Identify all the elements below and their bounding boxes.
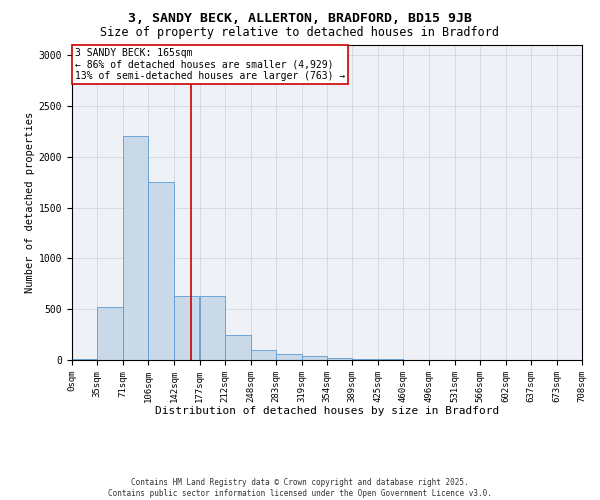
Text: Contains HM Land Registry data © Crown copyright and database right 2025.
Contai: Contains HM Land Registry data © Crown c… xyxy=(108,478,492,498)
Bar xyxy=(72,359,97,360)
Bar xyxy=(302,356,327,360)
Text: Size of property relative to detached houses in Bradford: Size of property relative to detached ho… xyxy=(101,26,499,39)
Bar xyxy=(123,136,148,360)
Bar xyxy=(327,358,352,360)
Text: 3 SANDY BECK: 165sqm
← 86% of detached houses are smaller (4,929)
13% of semi-de: 3 SANDY BECK: 165sqm ← 86% of detached h… xyxy=(74,48,345,82)
Y-axis label: Number of detached properties: Number of detached properties xyxy=(25,112,35,293)
Bar xyxy=(251,350,276,360)
Bar xyxy=(148,182,174,360)
Bar xyxy=(276,354,302,360)
X-axis label: Distribution of detached houses by size in Bradford: Distribution of detached houses by size … xyxy=(155,406,499,416)
Bar xyxy=(199,296,225,360)
Bar xyxy=(174,296,199,360)
Bar xyxy=(352,359,378,360)
Bar xyxy=(225,334,251,360)
Text: 3, SANDY BECK, ALLERTON, BRADFORD, BD15 9JB: 3, SANDY BECK, ALLERTON, BRADFORD, BD15 … xyxy=(128,12,472,26)
Bar xyxy=(97,307,123,360)
